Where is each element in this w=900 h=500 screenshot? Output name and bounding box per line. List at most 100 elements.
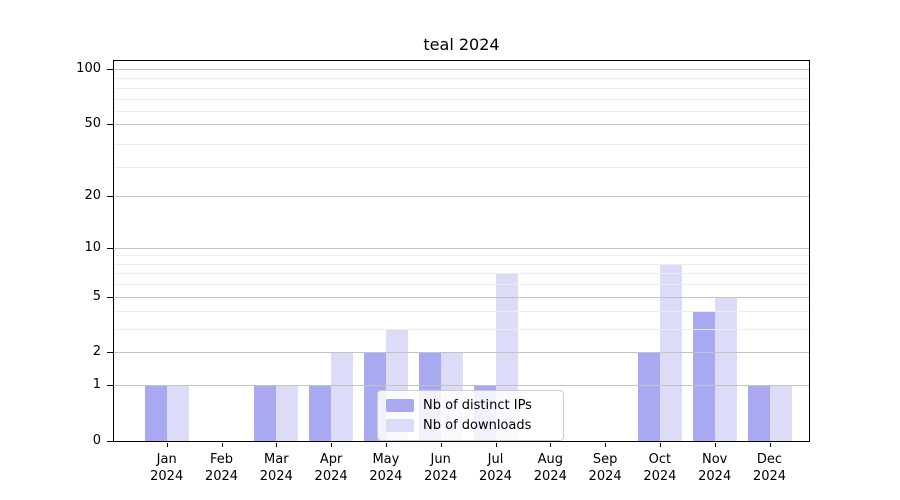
y-tick xyxy=(107,352,113,354)
x-tick xyxy=(550,443,552,447)
x-tick xyxy=(276,443,278,447)
bar-ips-nov xyxy=(692,311,715,441)
legend-item-downloads: Nb of downloads xyxy=(386,416,555,435)
x-tick xyxy=(440,443,442,447)
x-tick-label-aug: Aug 2024 xyxy=(518,451,582,485)
x-tick-month: Apr xyxy=(319,452,343,467)
x-tick-month: May xyxy=(372,452,400,467)
gridline-major xyxy=(114,247,809,249)
gridline-minor xyxy=(114,111,809,112)
bar-ips-mar xyxy=(254,385,277,441)
x-tick-year: 2024 xyxy=(698,469,732,484)
x-tick xyxy=(769,443,771,447)
x-tick-year: 2024 xyxy=(259,469,293,484)
gridline-minor xyxy=(114,311,809,313)
x-tick xyxy=(495,443,497,447)
x-tick xyxy=(659,443,661,447)
gridline-major xyxy=(114,69,809,70)
gridline-minor xyxy=(114,98,809,100)
legend-swatch-downloads-icon xyxy=(386,419,414,432)
y-tick-label: 2 xyxy=(92,344,101,360)
gridline-major xyxy=(114,385,809,387)
y-tick-label: 5 xyxy=(92,288,101,304)
x-tick xyxy=(385,443,387,447)
bar-downloads-dec xyxy=(769,385,792,441)
y-tick xyxy=(107,296,113,298)
gridline-major xyxy=(114,352,809,354)
bar-downloads-jan xyxy=(166,385,189,441)
bar-downloads-apr xyxy=(331,352,354,441)
x-tick-year: 2024 xyxy=(424,469,458,484)
gridline-minor xyxy=(114,263,809,265)
x-tick-label-nov: Nov 2024 xyxy=(683,451,747,485)
x-tick-year: 2024 xyxy=(752,469,787,484)
x-tick-label-mar: Mar 2024 xyxy=(244,451,308,485)
y-tick-label: 0 xyxy=(92,433,101,448)
bar-downloads-nov xyxy=(714,296,737,441)
legend-label-distinct-ips: Nb of distinct IPs xyxy=(423,398,532,413)
x-tick-month: Mar xyxy=(264,452,289,467)
x-tick-month: Dec xyxy=(756,452,783,467)
x-tick-month: Nov xyxy=(702,452,728,467)
x-tick-month: Sep xyxy=(592,452,618,467)
x-tick-label-sep: Sep 2024 xyxy=(573,451,637,485)
y-tick xyxy=(107,69,113,70)
x-tick-year: 2024 xyxy=(588,469,622,484)
gridline-minor xyxy=(114,87,809,89)
y-tick xyxy=(107,124,113,126)
y-tick-label: 100 xyxy=(76,61,101,76)
x-tick-month: Jan xyxy=(156,452,177,467)
x-tick xyxy=(221,443,223,447)
gridline-minor xyxy=(114,143,809,145)
y-tick-label: 20 xyxy=(84,187,101,203)
y-tick xyxy=(107,385,113,387)
x-tick-year: 2024 xyxy=(204,469,239,484)
y-tick xyxy=(107,247,113,249)
x-tick-year: 2024 xyxy=(478,469,513,484)
x-tick xyxy=(605,443,607,447)
bar-ips-oct xyxy=(637,352,660,441)
legend-swatch-ips-icon xyxy=(386,399,414,412)
bar-ips-apr xyxy=(309,385,332,441)
bar-ips-dec xyxy=(747,385,770,441)
gridline-minor xyxy=(114,329,809,331)
y-tick xyxy=(107,441,113,442)
x-tick-year: 2024 xyxy=(643,469,677,484)
y-tick-label: 1 xyxy=(92,377,101,393)
x-tick-year: 2024 xyxy=(314,469,348,484)
x-tick xyxy=(714,443,716,447)
gridline-minor xyxy=(114,273,809,275)
gridline-minor xyxy=(114,166,809,168)
x-tick-month: Aug xyxy=(537,452,563,467)
x-tick-label-dec: Dec 2024 xyxy=(738,451,802,485)
gridline-minor xyxy=(114,284,809,286)
gridline-major xyxy=(114,296,809,298)
x-tick-month: Jul xyxy=(487,452,504,467)
bar-ips-jan xyxy=(144,385,167,441)
x-tick-month: Jun xyxy=(430,452,451,467)
gridline-minor xyxy=(114,78,809,80)
x-tick-label-jul: Jul 2024 xyxy=(464,451,528,485)
x-tick xyxy=(166,443,168,447)
x-tick-year: 2024 xyxy=(533,469,567,484)
y-tick-label: 10 xyxy=(84,239,101,255)
legend: Nb of distinct IPs Nb of downloads xyxy=(377,390,564,441)
x-tick-month: Oct xyxy=(648,452,672,467)
x-tick-label-oct: Oct 2024 xyxy=(628,451,692,485)
x-tick-year: 2024 xyxy=(369,469,403,484)
bar-downloads-mar xyxy=(276,385,299,441)
legend-item-distinct-ips: Nb of distinct IPs xyxy=(386,396,555,415)
x-tick-year: 2024 xyxy=(150,469,184,484)
plot-area xyxy=(113,60,810,442)
legend-label-downloads: Nb of downloads xyxy=(423,418,532,433)
x-tick-label-jun: Jun 2024 xyxy=(409,451,473,485)
chart-title: teal 2024 xyxy=(423,35,500,54)
x-tick-label-may: May 2024 xyxy=(354,451,418,485)
y-tick xyxy=(107,195,113,197)
x-tick-label-feb: Feb 2024 xyxy=(190,451,254,485)
gridline-minor xyxy=(114,255,809,257)
x-tick-month: Feb xyxy=(209,452,234,467)
y-tick-label: 50 xyxy=(84,116,101,132)
x-tick xyxy=(331,443,333,447)
